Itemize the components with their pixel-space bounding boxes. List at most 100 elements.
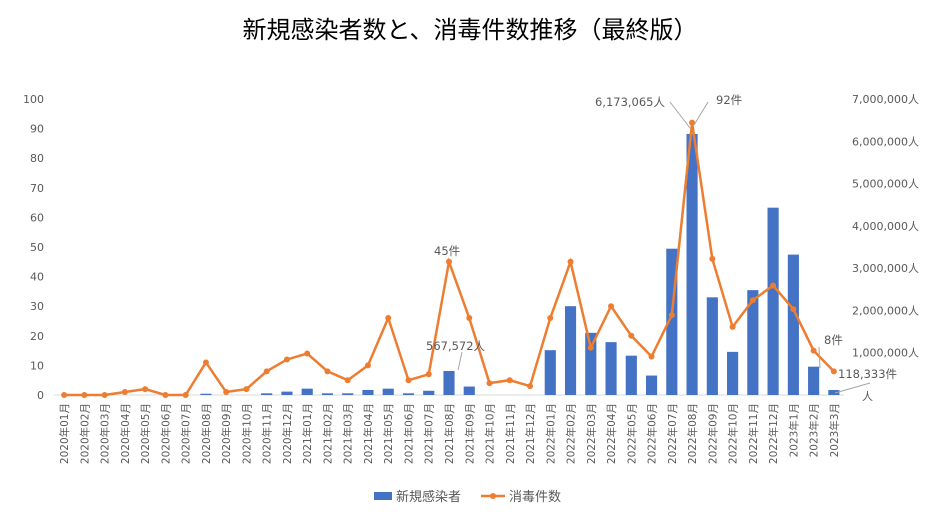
line-point — [304, 350, 311, 357]
line-point — [162, 392, 169, 398]
x-tick-label: 2021年08月 — [443, 403, 456, 464]
leader-line — [457, 351, 463, 371]
line-point — [567, 258, 574, 265]
data-label: 45件 — [434, 244, 460, 258]
x-tick-label: 2020年03月 — [99, 403, 112, 464]
x-tick-label: 2020年10月 — [240, 403, 253, 464]
line-point — [81, 392, 88, 398]
bar — [423, 390, 435, 395]
x-tick-label: 2020年12月 — [281, 403, 294, 464]
left-tick-label: 80 — [30, 152, 44, 165]
line-point — [243, 386, 250, 393]
x-tick-label: 2021年09月 — [463, 403, 476, 464]
line-point — [689, 119, 696, 126]
bar — [301, 388, 313, 395]
line-point — [202, 359, 209, 366]
line-point — [668, 312, 675, 319]
bar — [321, 393, 334, 395]
bar — [443, 370, 455, 395]
bar — [727, 351, 739, 395]
bar — [605, 342, 617, 395]
line-point — [628, 332, 635, 339]
x-tick-label: 2020年07月 — [180, 403, 193, 464]
legend-label: 新規感染者 — [396, 489, 461, 505]
bar — [828, 389, 840, 395]
left-tick-label: 10 — [30, 359, 44, 372]
leader-line — [834, 382, 871, 394]
x-tick-label: 2020年01月 — [58, 403, 71, 464]
x-tick-label: 2022年03月 — [585, 403, 598, 464]
bar — [281, 391, 293, 395]
line-point — [770, 282, 777, 289]
bar — [686, 133, 698, 396]
leader-line — [669, 101, 691, 129]
line-point — [61, 392, 68, 398]
right-tick-label: 7,000,000人 — [852, 93, 919, 106]
line-point — [121, 389, 128, 396]
line-point — [466, 315, 473, 322]
x-tick-label: 2021年01月 — [301, 403, 314, 464]
legend-bar-swatch — [374, 492, 392, 500]
legend-label: 消毒件数 — [509, 490, 561, 505]
data-label: 567,572人 — [426, 339, 486, 353]
line-point — [547, 315, 554, 322]
left-tick-label: 90 — [30, 123, 44, 136]
chart-title: 新規感染者数と、消毒件数推移（最終版） — [242, 16, 697, 44]
left-tick-label: 20 — [30, 330, 44, 343]
legend-line-marker — [490, 493, 496, 499]
bar — [645, 375, 658, 395]
x-tick-label: 2021年10月 — [484, 403, 497, 464]
x-tick-label: 2022年08月 — [686, 403, 699, 464]
x-tick-label: 2020年05月 — [139, 403, 152, 464]
data-label: 92件 — [716, 93, 742, 107]
left-tick-label: 70 — [30, 182, 44, 195]
x-tick-label: 2022年04月 — [605, 403, 618, 464]
bar — [767, 207, 779, 395]
left-tick-label: 40 — [30, 271, 44, 284]
bar — [382, 388, 394, 395]
bar — [342, 393, 354, 395]
x-tick-label: 2020年04月 — [119, 403, 132, 464]
line-point — [648, 353, 655, 360]
right-tick-label: 5,000,000人 — [852, 178, 919, 191]
right-tick-label: 2,000,000人 — [852, 304, 919, 317]
right-tick-label: 3,000,000人 — [852, 262, 919, 275]
line-point — [425, 371, 432, 378]
line-point — [263, 368, 270, 375]
x-tick-label: 2023年2月 — [808, 403, 821, 457]
x-tick-label: 2022年12月 — [767, 403, 780, 464]
x-tick-label: 2023年1月 — [787, 403, 800, 457]
bar — [706, 297, 718, 395]
x-tick-label: 2020年06月 — [159, 403, 172, 464]
line-point — [587, 344, 594, 351]
x-tick-label: 2022年06月 — [646, 403, 659, 464]
x-tick-label: 2022年11月 — [747, 403, 760, 464]
bar — [585, 332, 597, 395]
left-tick-label: 30 — [30, 300, 44, 313]
leader-line — [818, 346, 821, 369]
data-label: 118,333件 — [838, 367, 897, 381]
x-tick-label: 2021年06月 — [402, 403, 415, 464]
x-tick-label: 2022年09月 — [706, 403, 719, 464]
line-point — [283, 356, 290, 363]
bar — [787, 254, 799, 395]
x-tick-label: 2022年02月 — [565, 403, 578, 464]
bar — [261, 393, 273, 395]
x-tick-label: 2022年10月 — [727, 403, 740, 464]
x-tick-label: 2020年02月 — [78, 403, 91, 464]
line-point — [790, 306, 797, 313]
bar — [402, 393, 415, 395]
line-point — [527, 383, 534, 390]
line-point — [142, 386, 149, 393]
line-point — [405, 377, 412, 384]
right-tick-label: 1,000,000人 — [852, 347, 919, 360]
line-point — [101, 392, 108, 398]
x-tick-label: 2022年05月 — [625, 403, 638, 464]
line-point — [344, 377, 351, 384]
x-tick-label: 2020年08月 — [200, 403, 213, 464]
line-point — [749, 297, 756, 304]
line-point — [506, 377, 513, 384]
left-tick-label: 50 — [30, 241, 44, 254]
left-tick-label: 100 — [23, 93, 44, 106]
